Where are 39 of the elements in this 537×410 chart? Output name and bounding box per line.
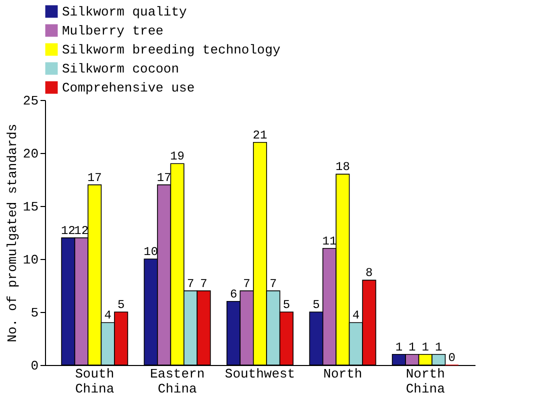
data-label: 1	[435, 340, 442, 354]
legend-label: Mulberry tree	[62, 24, 164, 38]
data-label: 7	[270, 276, 277, 291]
data-label: 1	[395, 340, 403, 354]
data-label: 17	[87, 170, 102, 185]
data-label: 21	[252, 128, 268, 142]
data-label: 5	[117, 298, 125, 312]
legend-label: Silkworm quality	[62, 4, 188, 20]
data-label: 4	[104, 308, 112, 323]
x-tick-label: Southwest	[224, 366, 296, 382]
data-label: 1	[422, 340, 429, 354]
y-tick-label: 15	[22, 200, 38, 214]
x-tick-label: Eastern China	[150, 366, 205, 396]
legend-label: Silkworm cocoon	[62, 62, 180, 76]
data-label: 12	[60, 224, 76, 238]
x-tick-label: North	[323, 366, 362, 382]
x-tick-label: North China	[406, 366, 446, 396]
data-label: 0	[448, 351, 456, 365]
data-label: 8	[366, 266, 373, 280]
data-label: 5	[312, 298, 320, 312]
data-label: 5	[282, 298, 290, 312]
y-tick-label: 5	[30, 306, 38, 320]
y-tick-label: 20	[22, 146, 38, 162]
legend-label: Silkworm breeding technology	[62, 42, 281, 58]
data-label: 6	[230, 287, 238, 302]
data-label: 1	[408, 340, 416, 354]
data-label: 18	[335, 160, 350, 174]
data-label: 7	[200, 276, 208, 291]
data-label: 19	[170, 150, 185, 164]
legend-label: Comprehensive use	[62, 80, 195, 96]
y-tick-label: 25	[22, 94, 38, 108]
y-axis-title: No. of promulgated standards	[4, 124, 20, 342]
data-label: 4	[352, 308, 360, 323]
data-label: 7	[186, 276, 194, 291]
data-label: 7	[243, 276, 250, 291]
x-tick-label: South China	[75, 366, 114, 396]
y-tick-label: 0	[30, 358, 38, 374]
data-label: 17	[156, 170, 172, 185]
y-tick-label: 10	[22, 252, 38, 268]
